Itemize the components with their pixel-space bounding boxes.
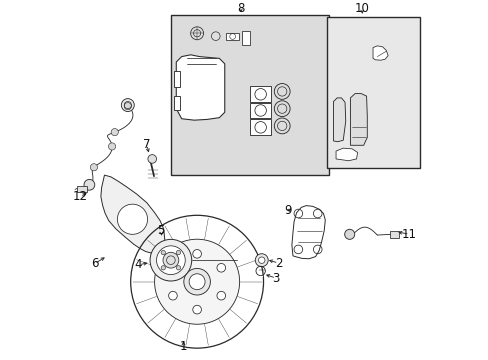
Circle shape	[192, 305, 201, 314]
Circle shape	[161, 251, 165, 255]
Circle shape	[163, 252, 179, 268]
Polygon shape	[372, 46, 387, 60]
Bar	[249, 120, 271, 135]
Circle shape	[258, 257, 264, 264]
Text: 4: 4	[135, 258, 142, 271]
Circle shape	[117, 204, 147, 234]
Circle shape	[90, 164, 97, 171]
Circle shape	[108, 143, 115, 150]
Polygon shape	[101, 175, 164, 253]
Polygon shape	[176, 55, 224, 120]
Circle shape	[161, 266, 165, 270]
Circle shape	[168, 264, 177, 272]
Circle shape	[344, 229, 354, 239]
Circle shape	[147, 155, 156, 163]
Text: 11: 11	[401, 228, 416, 241]
Bar	[170, 15, 328, 175]
Text: 7: 7	[143, 138, 150, 151]
Circle shape	[217, 291, 225, 300]
Bar	[241, 31, 249, 45]
Text: 9: 9	[283, 204, 291, 217]
Polygon shape	[335, 148, 357, 161]
Text: 2: 2	[274, 257, 282, 270]
Bar	[77, 185, 87, 192]
Ellipse shape	[154, 239, 239, 324]
Circle shape	[192, 249, 201, 258]
Circle shape	[190, 27, 203, 40]
Circle shape	[168, 291, 177, 300]
Bar	[225, 32, 239, 40]
Polygon shape	[333, 98, 345, 142]
Circle shape	[111, 129, 118, 136]
Circle shape	[156, 246, 185, 275]
Bar	[249, 103, 271, 118]
Circle shape	[217, 264, 225, 272]
Circle shape	[84, 179, 95, 190]
Bar	[174, 71, 180, 87]
Circle shape	[183, 269, 210, 295]
Bar	[389, 231, 398, 238]
Text: 8: 8	[237, 2, 244, 15]
Text: 6: 6	[90, 257, 98, 270]
Circle shape	[150, 239, 191, 281]
Polygon shape	[350, 94, 366, 145]
Text: 10: 10	[354, 2, 369, 15]
Circle shape	[211, 32, 220, 40]
Text: 3: 3	[272, 272, 279, 285]
Polygon shape	[291, 206, 325, 259]
Bar	[326, 17, 420, 168]
Circle shape	[124, 103, 131, 110]
Text: 12: 12	[72, 190, 87, 203]
Circle shape	[176, 251, 180, 255]
Circle shape	[189, 274, 204, 290]
Text: 1: 1	[180, 340, 187, 353]
Circle shape	[121, 99, 134, 112]
Bar	[174, 96, 180, 111]
Bar	[249, 86, 271, 102]
Circle shape	[255, 254, 267, 267]
Circle shape	[176, 266, 180, 270]
Text: 5: 5	[157, 224, 164, 237]
